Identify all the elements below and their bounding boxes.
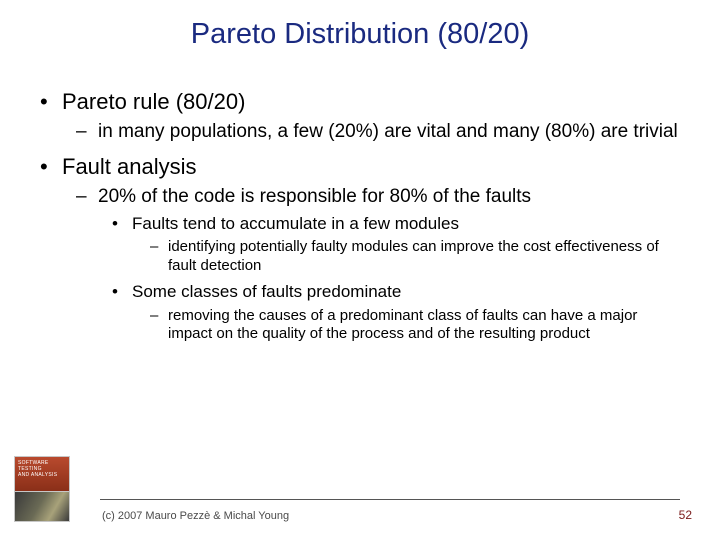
page-number: 52 (679, 508, 692, 522)
footer-divider (100, 499, 680, 500)
book-cover-icon: SOFTWARE TESTING AND ANALYSIS (14, 456, 70, 492)
bullet-lvl3: Faults tend to accumulate in a few modul… (112, 213, 680, 234)
book-photo-icon (14, 492, 70, 522)
book-cover-text: SOFTWARE TESTING AND ANALYSIS (18, 460, 69, 478)
slide-title: Pareto Distribution (80/20) (0, 18, 720, 51)
bullet-lvl2: 20% of the code is responsible for 80% o… (76, 185, 680, 209)
slide: Pareto Distribution (80/20) Pareto rule … (0, 0, 720, 540)
bullet-lvl3: Some classes of faults predominate (112, 281, 680, 302)
copyright-text: (c) 2007 Mauro Pezzè & Michal Young (102, 510, 289, 522)
bullet-lvl2: in many populations, a few (20%) are vit… (76, 120, 680, 144)
bullet-lvl4: identifying potentially faulty modules c… (150, 238, 680, 276)
content-area: Pareto rule (80/20) in many populations,… (40, 78, 680, 350)
bullet-lvl4: removing the causes of a predominant cla… (150, 307, 680, 345)
bullet-lvl1: Fault analysis (40, 153, 680, 181)
book-thumbnail: SOFTWARE TESTING AND ANALYSIS (14, 456, 70, 526)
bullet-lvl1: Pareto rule (80/20) (40, 88, 680, 116)
